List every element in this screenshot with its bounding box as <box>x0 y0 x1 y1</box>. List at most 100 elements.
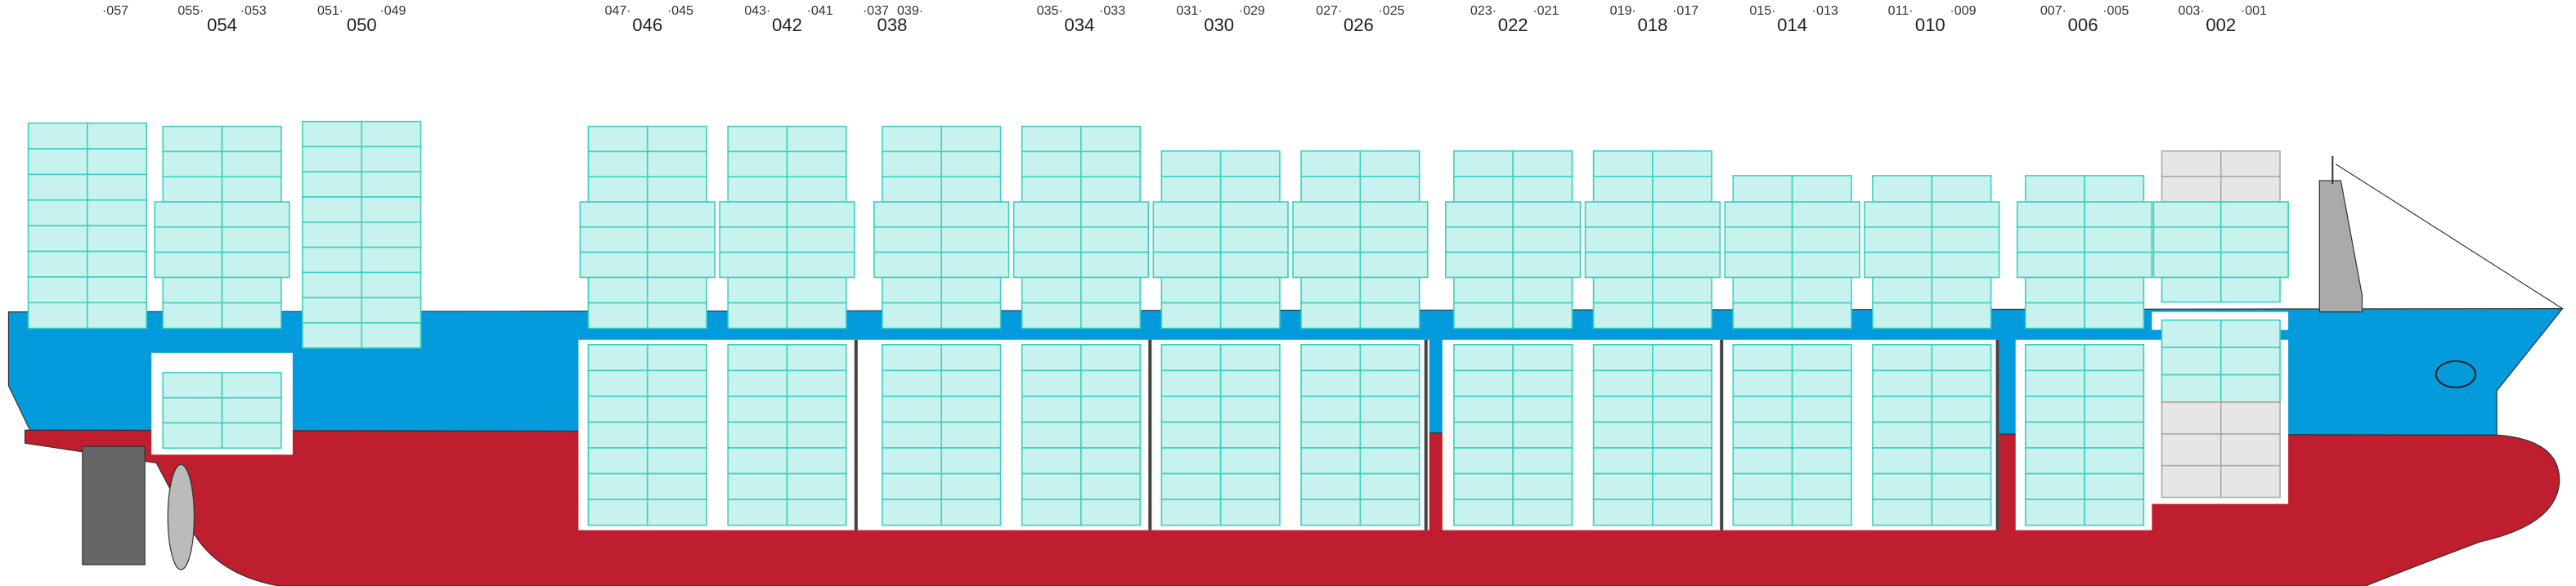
container <box>1724 201 1793 228</box>
container <box>1652 369 1712 397</box>
container <box>2024 276 2085 304</box>
container <box>1652 226 1721 253</box>
container <box>1791 201 1860 228</box>
bay-label: 042 <box>772 15 802 35</box>
container <box>786 499 847 526</box>
container <box>587 150 648 178</box>
container <box>1512 421 1573 449</box>
container <box>221 396 282 424</box>
container <box>1359 226 1429 253</box>
container <box>1724 251 1793 279</box>
container <box>579 251 648 279</box>
container <box>2016 201 2085 228</box>
container <box>1931 396 1992 423</box>
container <box>302 322 363 349</box>
container <box>727 176 788 203</box>
container <box>2219 276 2281 303</box>
container <box>1080 226 1150 253</box>
container <box>882 447 943 475</box>
container <box>1160 343 1222 372</box>
slot-label: ·033 <box>1099 3 1125 18</box>
container <box>1012 201 1082 228</box>
container <box>302 120 363 148</box>
container <box>646 125 707 153</box>
container <box>1219 150 1281 177</box>
container <box>940 226 1010 253</box>
container <box>1512 343 1573 372</box>
container <box>882 396 943 423</box>
container <box>1219 369 1281 397</box>
container <box>940 125 1002 153</box>
container <box>2219 433 2281 467</box>
container <box>1512 369 1573 397</box>
container <box>302 271 363 298</box>
container <box>361 221 422 248</box>
container <box>882 369 943 397</box>
container <box>1300 369 1362 397</box>
container <box>2161 433 2222 467</box>
container <box>882 276 943 304</box>
container <box>1080 447 1142 475</box>
container <box>1292 226 1362 253</box>
container <box>786 447 847 475</box>
container <box>162 176 223 203</box>
container <box>1219 421 1281 449</box>
container <box>221 150 282 178</box>
container <box>2024 343 2085 372</box>
container <box>1592 343 1654 372</box>
container <box>1872 447 1933 475</box>
container <box>1359 302 1420 329</box>
container <box>1080 125 1142 153</box>
container <box>1160 276 1222 304</box>
slot-label: ·029 <box>1239 3 1265 18</box>
slot-label: ·037 <box>863 3 889 18</box>
container <box>2016 251 2085 279</box>
container <box>1584 251 1654 279</box>
container <box>1453 302 1514 329</box>
container <box>646 150 707 178</box>
container <box>1359 176 1420 203</box>
container <box>940 421 1002 449</box>
container <box>1512 302 1573 329</box>
container <box>940 302 1002 329</box>
container <box>1592 176 1654 203</box>
container <box>1453 176 1514 203</box>
container <box>940 176 1002 203</box>
container <box>1652 251 1721 279</box>
container <box>727 276 788 304</box>
container <box>786 201 855 228</box>
container <box>2084 343 2145 372</box>
container <box>1872 499 1933 526</box>
container <box>162 150 223 178</box>
container <box>1592 421 1654 449</box>
container <box>1021 302 1082 329</box>
container <box>221 176 282 203</box>
container <box>27 199 88 226</box>
container <box>1592 396 1654 423</box>
container <box>1864 226 1933 253</box>
container <box>1080 251 1150 279</box>
container <box>1292 251 1362 279</box>
container <box>727 369 788 397</box>
container <box>2084 251 2153 279</box>
container <box>1359 396 1420 423</box>
container <box>727 150 788 178</box>
container <box>1732 447 1793 475</box>
container <box>940 396 1002 423</box>
container <box>727 447 788 475</box>
container <box>1080 302 1142 329</box>
container <box>719 201 788 228</box>
container <box>1791 396 1852 423</box>
container <box>587 302 648 329</box>
container <box>1592 447 1654 475</box>
slot-label: ·017 <box>1672 3 1699 18</box>
container <box>87 122 147 150</box>
container <box>1012 251 1082 279</box>
container <box>646 396 707 423</box>
container <box>1021 472 1082 500</box>
container <box>2219 401 2281 435</box>
container <box>1021 499 1082 526</box>
container <box>2024 396 2085 423</box>
container <box>2219 347 2281 376</box>
container <box>1724 226 1793 253</box>
